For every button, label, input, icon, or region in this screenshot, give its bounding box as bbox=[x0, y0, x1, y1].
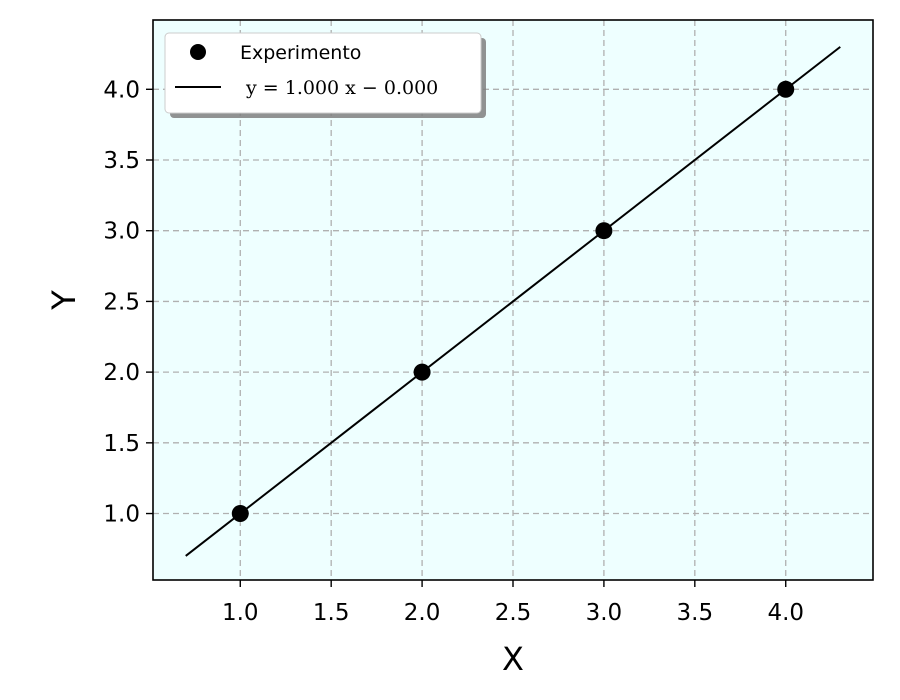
data-point bbox=[595, 222, 613, 240]
y-tick-label: 3.5 bbox=[103, 148, 140, 174]
data-point bbox=[413, 363, 431, 381]
x-tick-label: 3.5 bbox=[677, 600, 714, 626]
legend-box bbox=[164, 32, 482, 114]
x-tick-label: 1.5 bbox=[313, 600, 350, 626]
data-point bbox=[777, 80, 795, 98]
x-tick-label: 2.0 bbox=[404, 600, 441, 626]
fit-line bbox=[185, 46, 841, 557]
legend-label-experimento: Experimento bbox=[240, 42, 361, 64]
x-tick-label: 3.0 bbox=[586, 600, 623, 626]
x-tick-label: 2.5 bbox=[495, 600, 532, 626]
legend-marker-experimento bbox=[190, 44, 206, 60]
x-tick-label: 4.0 bbox=[767, 600, 804, 626]
y-tick-label: 2.5 bbox=[103, 289, 140, 315]
x-tick-label: 1.0 bbox=[222, 600, 259, 626]
x-axis-label: X bbox=[502, 640, 524, 678]
series-layer bbox=[185, 46, 841, 557]
x-axis-ticks: 1.0 1.5 2.0 2.5 3.0 3.5 4.0 bbox=[222, 580, 804, 626]
y-tick-label: 2.0 bbox=[103, 360, 140, 386]
y-tick-label: 4.0 bbox=[103, 77, 140, 103]
y-tick-label: 1.5 bbox=[103, 431, 140, 457]
y-tick-label: 1.0 bbox=[103, 502, 140, 528]
y-axis-ticks: 1.0 1.5 2.0 2.5 3.0 3.5 4.0 bbox=[103, 77, 153, 528]
legend-label-fit: y = 1.000 x − 0.000 bbox=[245, 77, 438, 99]
data-point bbox=[231, 505, 249, 523]
legend: Experimento y = 1.000 x − 0.000 bbox=[164, 32, 486, 118]
y-axis-label: Y bbox=[45, 290, 83, 311]
y-tick-label: 3.0 bbox=[103, 219, 140, 245]
